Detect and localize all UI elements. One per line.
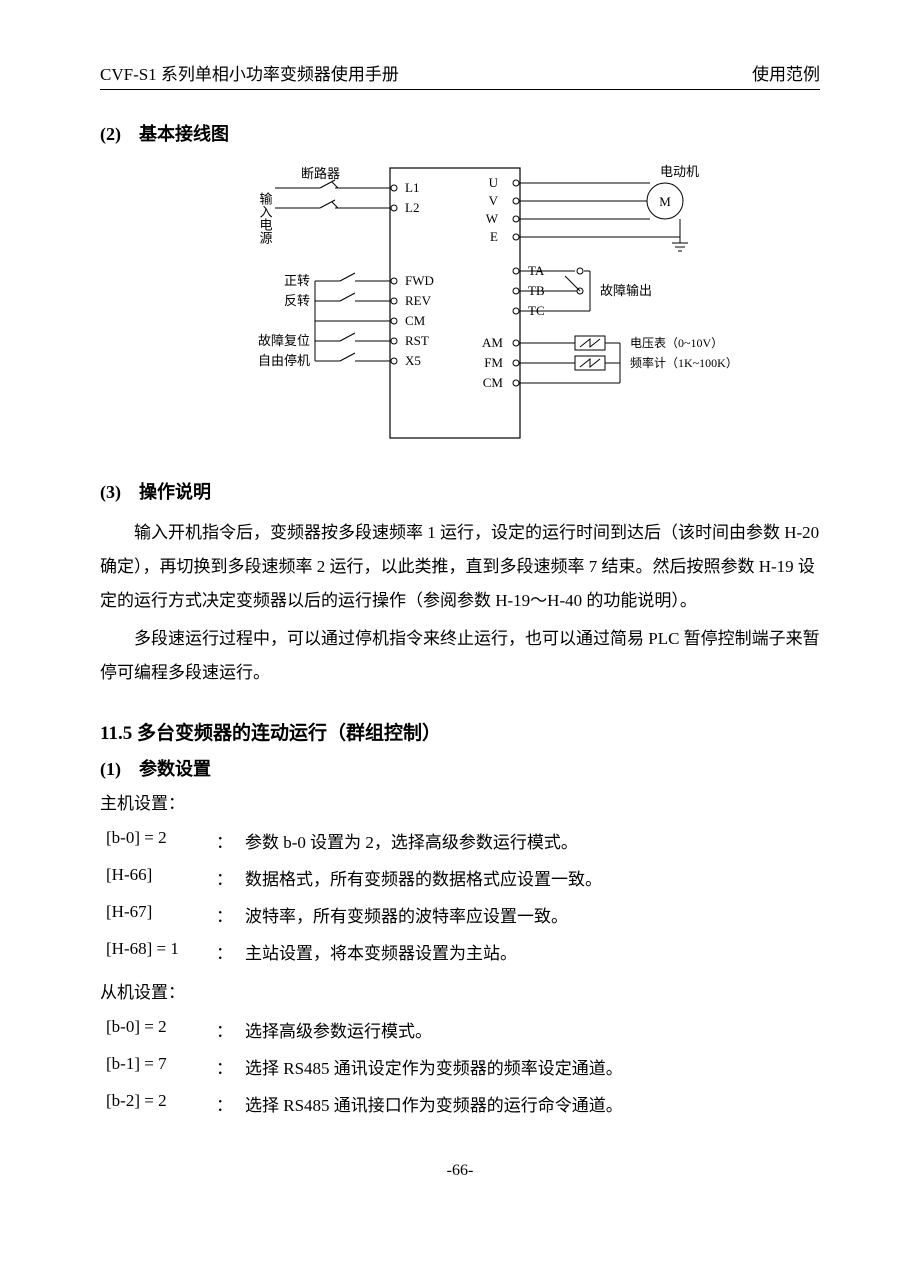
page-header: CVF-S1 系列单相小功率变频器使用手册 使用范例 [100,60,820,90]
param-key: [b-0] = 2 [100,1011,210,1048]
label-fault-reset: 故障复位 [258,333,310,348]
term-RST: RST [405,333,429,348]
term-E: E [490,229,498,244]
term-FWD: FWD [405,273,434,288]
page-number: -66- [100,1162,820,1180]
param-desc: 数据格式，所有变频器的数据格式应设置一致。 [239,859,608,896]
table-row: [H-66]：数据格式，所有变频器的数据格式应设置一致。 [100,859,608,896]
section3-title: (3) 操作说明 [100,478,820,504]
table-row: [b-0] = 2：参数 b-0 设置为 2，选择高级参数运行模式。 [100,822,608,859]
term-CM2: CM [483,375,504,390]
label-voltmeter: 电压表（0~10V） [630,336,723,350]
label-input-power: 输入电源 [258,191,273,244]
label-freqmeter: 频率计（1K~100K） [630,355,738,370]
term-L2: L2 [405,200,419,215]
param-desc: 波特率，所有变频器的波特率应设置一致。 [239,896,608,933]
table-row: [H-68] = 1：主站设置，将本变频器设置为主站。 [100,933,608,970]
colon: ： [210,822,239,859]
param-key: [b-0] = 2 [100,822,210,859]
table-row: [b-2] = 2：选择 RS485 通讯接口作为变频器的运行命令通道。 [100,1085,629,1122]
term-FM: FM [484,355,503,370]
host-params-table: [b-0] = 2：参数 b-0 设置为 2，选择高级参数运行模式。 [H-66… [100,822,608,970]
param-desc: 选择高级参数运行模式。 [239,1011,629,1048]
label-breaker: 断路器 [301,166,340,181]
colon: ： [210,1011,239,1048]
param-key: [H-68] = 1 [100,933,210,970]
colon: ： [210,933,239,970]
header-left: CVF-S1 系列单相小功率变频器使用手册 [100,60,399,85]
section3-para2: 多段速运行过程中，可以通过停机指令来终止运行，也可以通过简易 PLC 暂停控制端… [100,622,820,690]
label-motor: 电动机 [660,164,699,179]
section11-5-title: 11.5 多台变频器的连动运行（群组控制） [100,718,820,745]
label-fwd: 正转 [284,273,310,288]
term-REV: REV [405,293,432,308]
param-desc: 选择 RS485 通讯接口作为变频器的运行命令通道。 [239,1085,629,1122]
param-desc: 参数 b-0 设置为 2，选择高级参数运行模式。 [239,822,608,859]
term-W: W [486,211,499,226]
param-key: [b-2] = 2 [100,1085,210,1122]
section2-title: (2) 基本接线图 [100,120,820,146]
param-key: [b-1] = 7 [100,1048,210,1085]
term-CM1: CM [405,313,426,328]
host-label: 主机设置： [100,789,820,814]
param-desc: 选择 RS485 通讯设定作为变频器的频率设定通道。 [239,1048,629,1085]
table-row: [b-1] = 7：选择 RS485 通讯设定作为变频器的频率设定通道。 [100,1048,629,1085]
table-row: [b-0] = 2：选择高级参数运行模式。 [100,1011,629,1048]
slave-params-table: [b-0] = 2：选择高级参数运行模式。 [b-1] = 7：选择 RS485… [100,1011,629,1122]
term-U: U [489,175,499,190]
colon: ： [210,896,239,933]
colon: ： [210,1085,239,1122]
section11-5-sub1: (1) 参数设置 [100,755,820,781]
label-free-stop: 自由停机 [258,353,310,368]
param-desc: 主站设置，将本变频器设置为主站。 [239,933,608,970]
slave-label: 从机设置： [100,978,820,1003]
param-key: [H-66] [100,859,210,896]
param-key: [H-67] [100,896,210,933]
term-AM: AM [482,335,503,350]
colon: ： [210,1048,239,1085]
motor-symbol: M [659,194,671,209]
colon: ： [210,859,239,896]
wiring-diagram: 断路器 输入电源 L1 L2 正转 FWD 反转 REV CM 故障复位 RST [100,158,820,448]
section3-para1: 输入开机指令后，变频器按多段速频率 1 运行，设定的运行时间到达后（该时间由参数… [100,516,820,618]
term-X5: X5 [405,353,421,368]
term-L1: L1 [405,180,419,195]
term-V: V [489,193,499,208]
label-fault-out: 故障输出 [600,283,652,298]
label-rev: 反转 [284,293,310,308]
header-right: 使用范例 [752,60,820,85]
table-row: [H-67]：波特率，所有变频器的波特率应设置一致。 [100,896,608,933]
